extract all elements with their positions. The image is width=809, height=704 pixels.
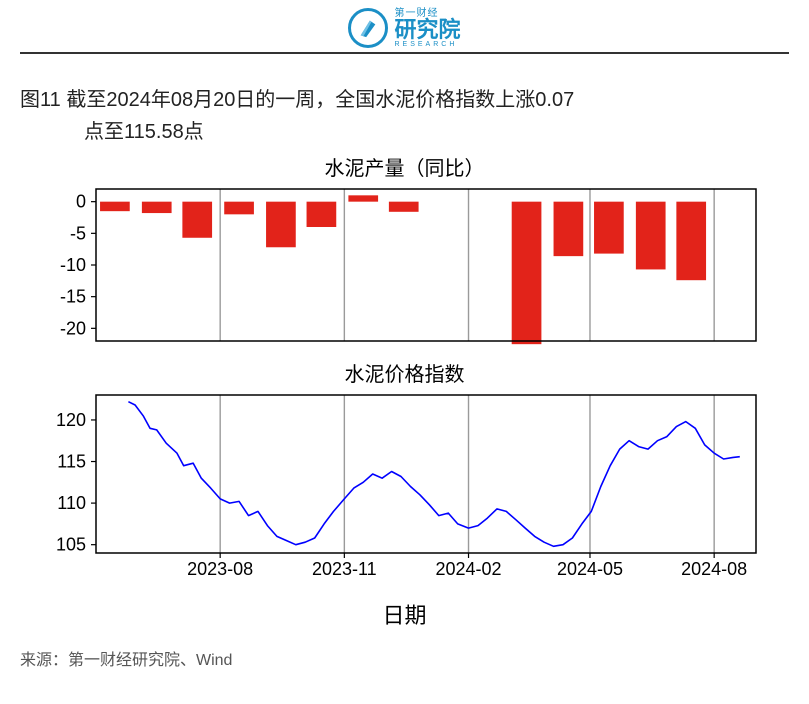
brand-text: 第一财经 研究院 RESEARCH [394,9,460,48]
svg-text:2023-11: 2023-11 [312,559,377,579]
figure-block: 图11 截至2024年08月20日的一周，全国水泥价格指数上涨0.07 点至11… [0,54,809,640]
x-axis-title: 日期 [20,598,789,630]
svg-text:115: 115 [57,452,86,472]
svg-text:-15: -15 [60,287,86,307]
svg-text:2024-05: 2024-05 [557,559,623,579]
brand-logo: 第一财经 研究院 RESEARCH [348,8,460,48]
svg-text:110: 110 [57,493,86,513]
svg-text:105: 105 [56,535,86,555]
figure-title-line2: 点至115.58点 [20,116,789,148]
svg-text:2024-08: 2024-08 [681,559,747,579]
line-chart-title: 水泥价格指数 [20,358,789,387]
page-header: 第一财经 研究院 RESEARCH [20,0,789,54]
brand-sub: RESEARCH [394,41,457,48]
line-chart: 105 110 115 120 2023-08 2023-11 2024-02 2024-05… [20,387,768,591]
figure-label: 图11 [20,89,61,111]
svg-text:120: 120 [56,410,86,430]
svg-text:-5: -5 [70,223,86,243]
source-line: 来源：第一财经研究院、Wind [0,640,809,684]
svg-text:-10: -10 [60,255,86,275]
charts-container: 水泥产量（同比） 0 -5 -10 -15 -20 水泥价格指数 105 110 115 12… [20,152,789,630]
svg-text:2024-02: 2024-02 [435,559,501,579]
bar-chart-title: 水泥产量（同比） [20,152,789,181]
svg-text:2023-08: 2023-08 [187,559,253,579]
figure-title: 图11 截至2024年08月20日的一周，全国水泥价格指数上涨0.07 点至11… [20,84,789,148]
svg-text:-20: -20 [60,318,86,338]
leaf-icon [348,8,388,48]
svg-text:0: 0 [76,192,86,212]
figure-title-line1: 截至2024年08月20日的一周，全国水泥价格指数上涨0.07 [66,89,574,111]
brand-main: 研究院 [394,19,460,41]
bar-chart: 0 -5 -10 -15 -20 [20,181,768,351]
